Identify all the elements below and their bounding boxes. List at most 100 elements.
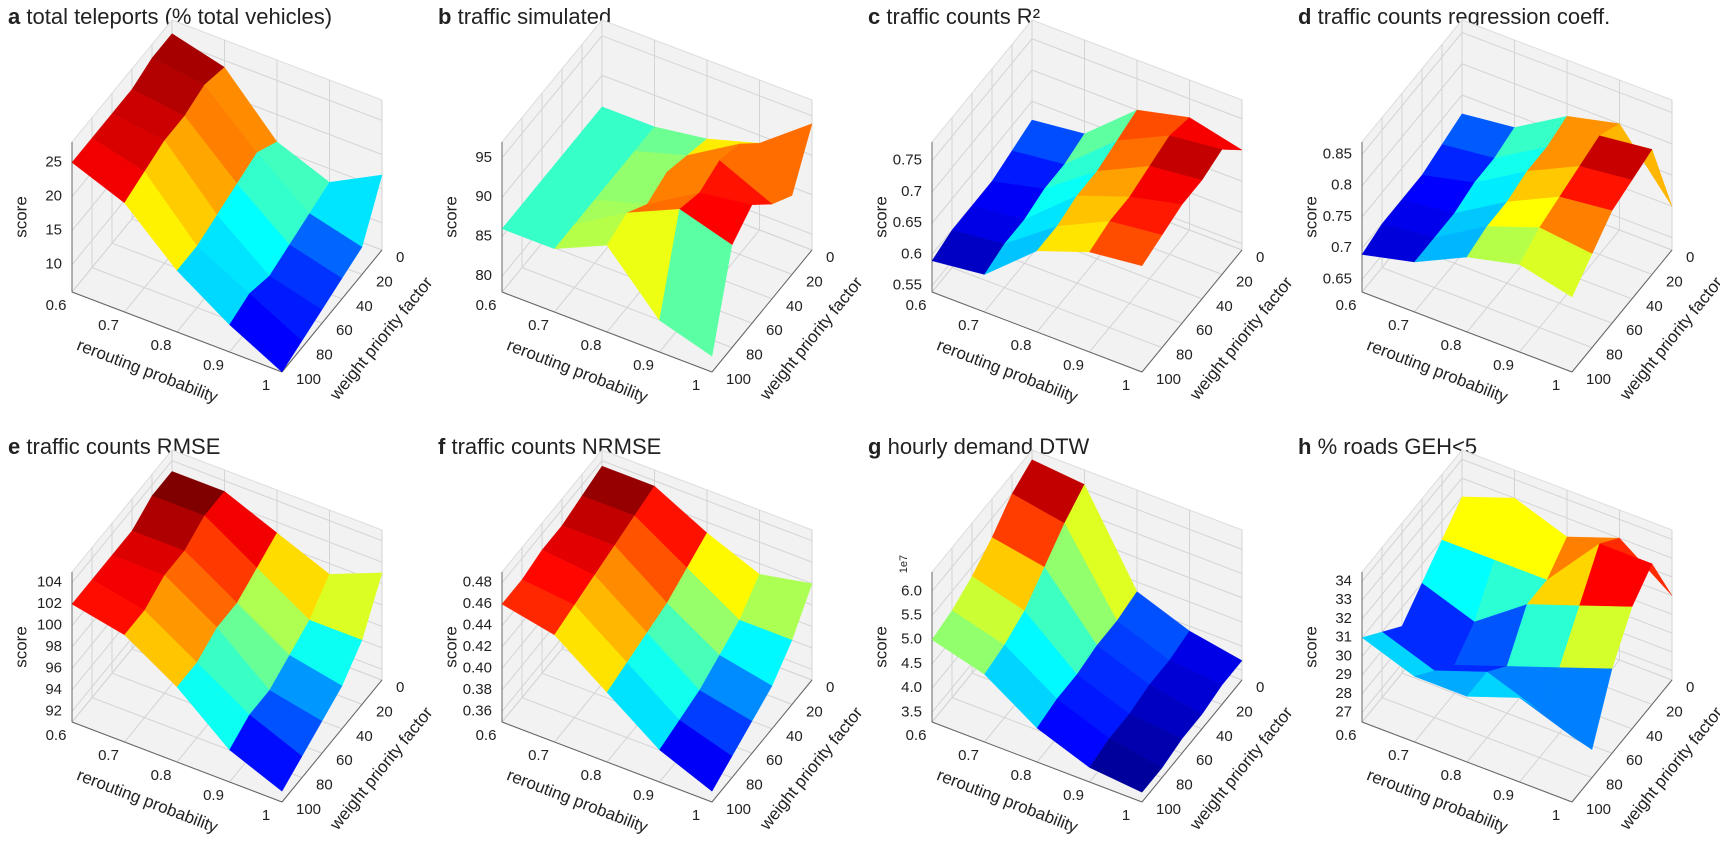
z-grid-wall-x [1361, 94, 1463, 218]
panel-title: c traffic counts R² [868, 4, 1040, 29]
z-tick-label: 0.75 [1323, 208, 1352, 225]
x-tick-label: 0.8 [1441, 337, 1462, 354]
z-tick-label: 104 [37, 574, 62, 591]
x-tick-label: 0.7 [1388, 317, 1409, 334]
z-tick-label: 0.7 [901, 183, 922, 200]
panel-title-text: traffic counts RMSE [26, 434, 220, 459]
z-grid-wall-y [601, 460, 813, 542]
z-axis-label: score [1301, 196, 1320, 238]
panel: g hourly demand DTW 0.6 0.7 0.8 0.9 1 02040608… [868, 434, 1297, 837]
y-tick-label: 60 [1196, 752, 1213, 769]
z-axis-label: score [441, 196, 460, 238]
x-axis-label: rerouting probability [1364, 335, 1511, 406]
y-tick-label: 20 [1666, 273, 1683, 290]
y-tick-label: 40 [1646, 298, 1663, 315]
panel-letter: h [1298, 434, 1311, 459]
z-tick-label: 0.44 [463, 617, 492, 634]
z-grid-wall-x [931, 38, 1033, 162]
x-tick-label: 0.8 [581, 337, 602, 354]
y-axis-line [281, 679, 383, 803]
z-tick-label: 32 [1335, 610, 1352, 627]
z-tick-label: 28 [1335, 685, 1352, 702]
z-tick-label: 30 [1335, 647, 1352, 664]
panel-title: d traffic counts regression coeff. [1298, 4, 1610, 29]
z-tick-label: 94 [45, 681, 62, 698]
z-tick-label: 95 [475, 149, 492, 166]
y-tick-label: 20 [1666, 703, 1683, 720]
panel-title: h % roads GEH<5 [1298, 434, 1477, 459]
y-tick-label: 80 [746, 777, 763, 794]
x-tick-label: 1 [262, 807, 270, 824]
y-tick-label: 40 [1216, 298, 1233, 315]
panel-title: e traffic counts RMSE [8, 434, 220, 459]
y-tick-label: 60 [336, 752, 353, 769]
y-tick-label: 60 [1196, 322, 1213, 339]
x-axis-label: rerouting probability [934, 335, 1081, 406]
z-tick-label: 0.7 [1331, 239, 1352, 256]
y-tick-label: 0 [826, 249, 834, 266]
z-grid-wall-x [501, 35, 603, 159]
z-tick-label: 102 [37, 595, 62, 612]
y-tick-label: 20 [376, 703, 393, 720]
z-grid-wall-y [1461, 458, 1673, 540]
y-tick-label: 80 [1176, 777, 1193, 794]
y-axis-line [711, 679, 813, 803]
x-axis-line [1361, 291, 1573, 373]
x-tick-label: 0.9 [203, 357, 224, 374]
x-tick-label: 0.6 [1336, 297, 1357, 314]
surface-face [1089, 738, 1163, 793]
panel-letter: b [438, 4, 451, 29]
y-tick-label: 80 [1606, 777, 1623, 794]
z-grid-wall-x [1361, 477, 1463, 601]
panel-title-text: traffic simulated [458, 4, 612, 29]
x-axis-line [71, 721, 283, 803]
y-tick-label: 60 [766, 322, 783, 339]
x-tick-label: 1 [692, 377, 700, 394]
z-grid-wall-y [601, 35, 813, 117]
y-tick-label: 20 [1236, 273, 1253, 290]
z-tick-label: 80 [475, 267, 492, 284]
z-grid-wall-y [1461, 32, 1673, 113]
x-tick-label: 0.7 [98, 317, 119, 334]
x-tick-label: 0.7 [1388, 747, 1409, 764]
panel-title-text: % roads GEH<5 [1318, 434, 1478, 459]
z-grid-wall-y [171, 39, 383, 121]
z-tick-label: 0.65 [1323, 270, 1352, 287]
y-tick-label: 60 [336, 322, 353, 339]
surface-face [229, 293, 303, 373]
panel: b traffic simulated0.60.70.80.9102040608… [438, 4, 867, 407]
x-tick-label: 0.8 [151, 767, 172, 784]
y-tick-label: 0 [826, 679, 834, 696]
surface-face [1519, 227, 1593, 298]
y-tick-label: 80 [1606, 347, 1623, 364]
panel-letter: a [8, 4, 21, 29]
z-axis-label: score [11, 196, 30, 238]
z-grid-wall-y [1461, 477, 1673, 559]
panel-title-text: traffic counts NRMSE [451, 434, 661, 459]
panel-letter: c [868, 4, 880, 29]
y-tick-label: 40 [786, 298, 803, 315]
z-tick-label: 3.5 [901, 703, 922, 720]
panel-title: g hourly demand DTW [868, 434, 1090, 459]
x-tick-label: 0.9 [1063, 787, 1084, 804]
x-axis-line [931, 291, 1143, 373]
y-axis-line [711, 249, 813, 373]
y-tick-label: 60 [766, 752, 783, 769]
y-tick-label: 80 [746, 347, 763, 364]
z-tick-label: 0.36 [463, 702, 492, 719]
z-tick-label: 6.0 [901, 582, 922, 599]
panel: f traffic counts NRMSE 0.6 0.7 0.8 0.9 1 02040… [438, 434, 867, 837]
y-grid-floor [1381, 697, 1593, 779]
z-axis-label: score [871, 196, 890, 238]
y-axis-line [1141, 249, 1243, 373]
x-axis-line [931, 721, 1143, 803]
x-tick-label: 0.6 [46, 727, 67, 744]
z-tick-label: 0.6 [901, 245, 922, 262]
z-tick-label: 92 [45, 702, 62, 719]
x-tick-label: 0.7 [958, 747, 979, 764]
z-tick-label: 0.42 [463, 638, 492, 655]
y-tick-label: 0 [1256, 249, 1264, 266]
x-tick-label: 0.8 [1011, 337, 1032, 354]
z-tick-label: 33 [1335, 591, 1352, 608]
x-axis-line [501, 721, 713, 803]
